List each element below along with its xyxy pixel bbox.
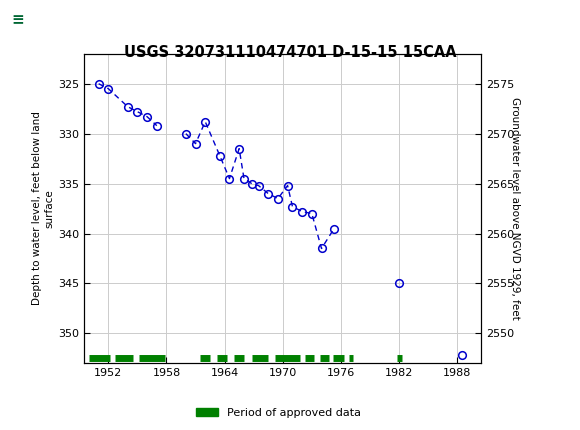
Text: USGS: USGS [84,11,139,29]
Y-axis label: Groundwater level above NGVD 1929, feet: Groundwater level above NGVD 1929, feet [510,97,520,320]
Text: ≡: ≡ [12,12,24,27]
Text: USGS 320731110474701 D-15-15 15CAA: USGS 320731110474701 D-15-15 15CAA [124,45,456,60]
Y-axis label: Depth to water level, feet below land
surface: Depth to water level, feet below land su… [32,112,54,305]
Bar [9,5,78,34]
Legend: Period of approved data: Period of approved data [191,403,365,422]
